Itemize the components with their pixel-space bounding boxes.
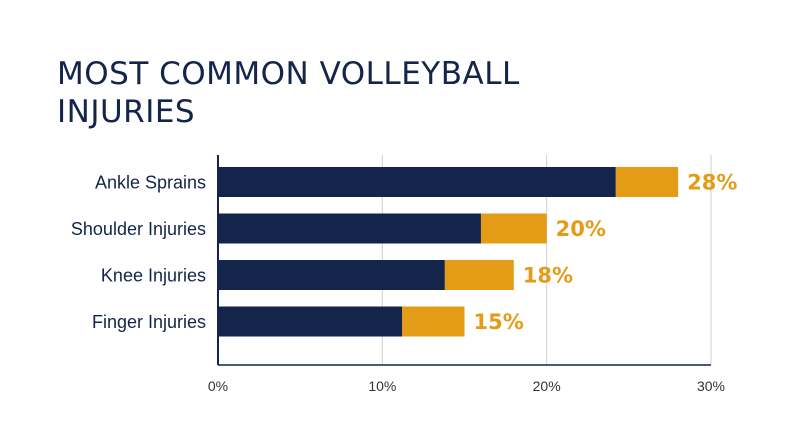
data-label: 15% bbox=[474, 310, 524, 334]
category-label: Finger Injuries bbox=[92, 312, 206, 332]
category-label: Shoulder Injuries bbox=[71, 219, 206, 239]
bar-accent-segment bbox=[480, 213, 547, 244]
bar bbox=[218, 213, 481, 244]
bar bbox=[218, 260, 445, 290]
bar bbox=[218, 167, 616, 197]
category-label: Knee Injuries bbox=[101, 266, 206, 286]
x-tick-label: 10% bbox=[368, 378, 396, 394]
ticks-layer: 0% 10% 20% 30% bbox=[208, 378, 725, 394]
data-label: 20% bbox=[556, 217, 606, 241]
bar-accent-segment bbox=[444, 260, 514, 290]
chart-title: MOST COMMON VOLLEYBALL INJURIES bbox=[57, 56, 520, 130]
x-tick-label: 20% bbox=[533, 378, 561, 394]
x-tick-label: 0% bbox=[208, 378, 228, 394]
bars-layer bbox=[218, 167, 679, 337]
bar bbox=[218, 306, 403, 337]
data-label: 18% bbox=[523, 264, 573, 288]
bar-accent-segment bbox=[402, 306, 465, 337]
data-label: 28% bbox=[687, 171, 737, 195]
labels-layer: Ankle Sprains 28% Shoulder Injuries 20% Knee… bbox=[71, 171, 737, 335]
x-tick-label: 30% bbox=[697, 378, 725, 394]
bar-accent-segment bbox=[615, 167, 679, 197]
category-label: Ankle Sprains bbox=[95, 173, 206, 193]
